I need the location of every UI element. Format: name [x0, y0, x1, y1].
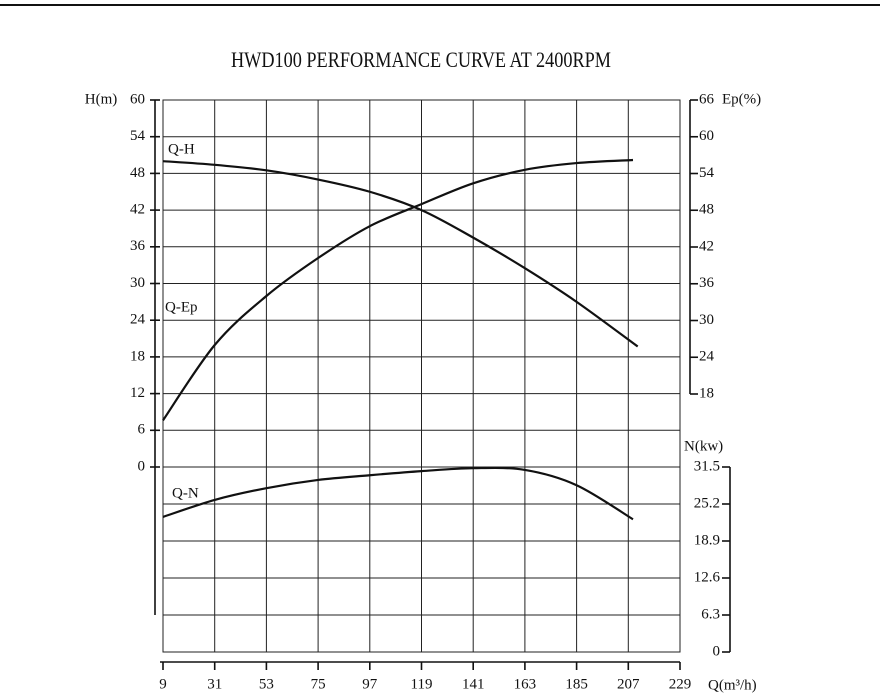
curve	[162, 158, 634, 421]
x-tick-label: 119	[411, 676, 433, 692]
x-tick-label: 53	[259, 676, 274, 692]
y-axis-title: H(m)	[85, 91, 118, 107]
y-tick-label: 12	[130, 385, 145, 401]
y3-tick-label: 0	[713, 643, 721, 659]
x-tick-label: 97	[362, 676, 378, 692]
y-tick-label: 54	[130, 128, 146, 144]
x-tick-label: 31	[207, 676, 222, 692]
y2-tick-label: 36	[699, 275, 715, 291]
y3-tick-label: 18.9	[694, 532, 720, 548]
y-tick-label: 24	[130, 312, 146, 328]
y2-tick-label: 60	[699, 128, 714, 144]
y2-tick-label: 30	[699, 312, 714, 328]
y3-tick-label: 12.6	[694, 569, 721, 585]
y-tick-label: 60	[130, 91, 145, 107]
y-tick-label: 18	[130, 348, 145, 364]
y3-tick-label: 25.2	[694, 495, 720, 511]
y3-tick-label: 6.3	[701, 606, 720, 622]
y-tick-label: 36	[130, 238, 146, 254]
x-tick-label: 9	[159, 676, 167, 692]
curve-label: Q-H	[168, 141, 195, 157]
y3-tick-label: 31.5	[694, 458, 720, 474]
x-tick-label: 185	[565, 676, 588, 692]
y-tick-label: 30	[130, 275, 145, 291]
x-axis-title: Q(m³/h)	[708, 677, 757, 693]
y-tick-label: 48	[130, 165, 145, 181]
x-tick-label: 229	[669, 676, 692, 692]
y2-tick-label: 18	[699, 385, 714, 401]
curve-label: Q-N	[172, 485, 199, 501]
curve-label: Q-Ep	[165, 299, 198, 315]
x-tick-label: 141	[462, 676, 485, 692]
y2-tick-label: 54	[699, 165, 715, 181]
y2-tick-label: 48	[699, 202, 714, 218]
y2-tick-label: 66	[699, 91, 715, 107]
curve	[162, 160, 639, 348]
y-tick-label: 6	[138, 422, 146, 438]
curve	[162, 466, 634, 521]
x-tick-label: 75	[311, 676, 326, 692]
y-tick-label: 0	[138, 458, 146, 474]
y2-tick-label: 42	[699, 238, 714, 254]
x-tick-label: 207	[617, 676, 640, 692]
y2-axis-title: Ep(%)	[722, 91, 761, 107]
x-tick-label: 163	[514, 676, 537, 692]
y-tick-label: 42	[130, 202, 145, 218]
y2-tick-label: 24	[699, 349, 715, 365]
chart-title: HWD100 PERFORMANCE CURVE AT 2400RPM	[231, 47, 611, 72]
y3-axis-title: N(kw)	[684, 438, 723, 454]
